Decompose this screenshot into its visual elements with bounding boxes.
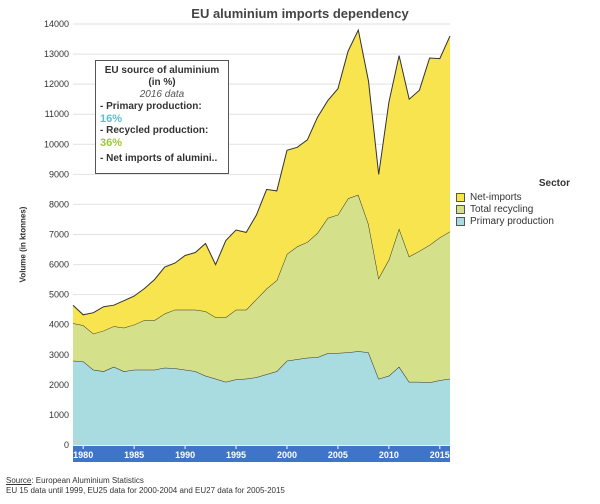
- y-tick-label-14000: 14000: [44, 19, 69, 29]
- y-tick-label-2000: 2000: [49, 380, 69, 390]
- y-tick-label-12000: 12000: [44, 79, 69, 89]
- info-box-heading-line1: EU source of aluminium: [104, 65, 220, 76]
- y-tick-label-9000: 9000: [49, 169, 69, 179]
- y-tick-label-7000: 7000: [49, 230, 69, 240]
- area-net-imports: [73, 30, 450, 334]
- area-primary-production: [73, 351, 450, 445]
- legend-swatch-total-recycling: [456, 204, 465, 214]
- legend-label-net-imports: Net-imports: [470, 191, 522, 203]
- x-tick-label-1985: 1985: [124, 450, 144, 460]
- x-tick-label-1990: 1990: [175, 450, 195, 460]
- y-tick-label-10000: 10000: [44, 139, 69, 149]
- x-tick-label-1995: 1995: [226, 450, 246, 460]
- source-link[interactable]: Source: [6, 476, 32, 485]
- x-tick-label-1980: 1980: [73, 450, 93, 460]
- footer: Source: European Aluminium Statistics EU…: [6, 476, 285, 496]
- info-net-label: - Net imports of alumini..: [100, 153, 218, 164]
- y-tick-label-3000: 3000: [49, 350, 69, 360]
- legend-item-net-imports[interactable]: Net-imports: [456, 191, 596, 203]
- y-tick-label-13000: 13000: [44, 49, 69, 59]
- legend-swatch-primary-production: [456, 216, 465, 226]
- line-net-imports: [72, 28, 451, 316]
- info-primary-value: 16%: [100, 113, 123, 125]
- y-tick-label-0: 0: [64, 440, 69, 450]
- info-recycled-label: - Recycled production:: [100, 125, 209, 136]
- info-box: EU source of aluminium (in %) 2016 data …: [95, 60, 229, 174]
- legend-swatch-net-imports: [456, 192, 465, 202]
- legend-label-total-recycling: Total recycling: [470, 203, 534, 215]
- legend-label-primary-production: Primary production: [470, 215, 554, 227]
- y-tick-label-8000: 8000: [49, 199, 69, 209]
- legend: Sector Net-imports Total recycling Prima…: [456, 178, 596, 227]
- y-tick-label-1000: 1000: [49, 410, 69, 420]
- legend-title: Sector: [538, 178, 570, 189]
- info-box-heading-line2: (in %): [148, 77, 176, 88]
- y-tick-label-5000: 5000: [49, 290, 69, 300]
- info-box-subtitle: 2016 data: [139, 89, 185, 100]
- source-text: : European Aluminium Statistics: [31, 476, 144, 485]
- info-recycled-value: 36%: [100, 137, 123, 149]
- x-tick-label-2015: 2015: [430, 450, 450, 460]
- y-tick-label-4000: 4000: [49, 320, 69, 330]
- legend-item-primary-production[interactable]: Primary production: [456, 215, 596, 227]
- y-tick-label-6000: 6000: [49, 260, 69, 270]
- chart-title: EU aluminium imports dependency: [191, 6, 409, 21]
- x-tick-label-2000: 2000: [277, 450, 297, 460]
- area-total-recycling: [73, 194, 450, 383]
- data-note: EU 15 data until 1999, EU25 data for 200…: [6, 486, 285, 495]
- source-line: Source: European Aluminium Statistics: [6, 476, 285, 486]
- y-tick-label-11000: 11000: [45, 109, 69, 119]
- x-tick-label-2005: 2005: [328, 450, 348, 460]
- x-tick-label-2010: 2010: [379, 450, 399, 460]
- x-axis-band: [73, 446, 450, 462]
- legend-item-total-recycling[interactable]: Total recycling: [456, 203, 596, 215]
- info-primary-label: - Primary production:: [100, 101, 202, 112]
